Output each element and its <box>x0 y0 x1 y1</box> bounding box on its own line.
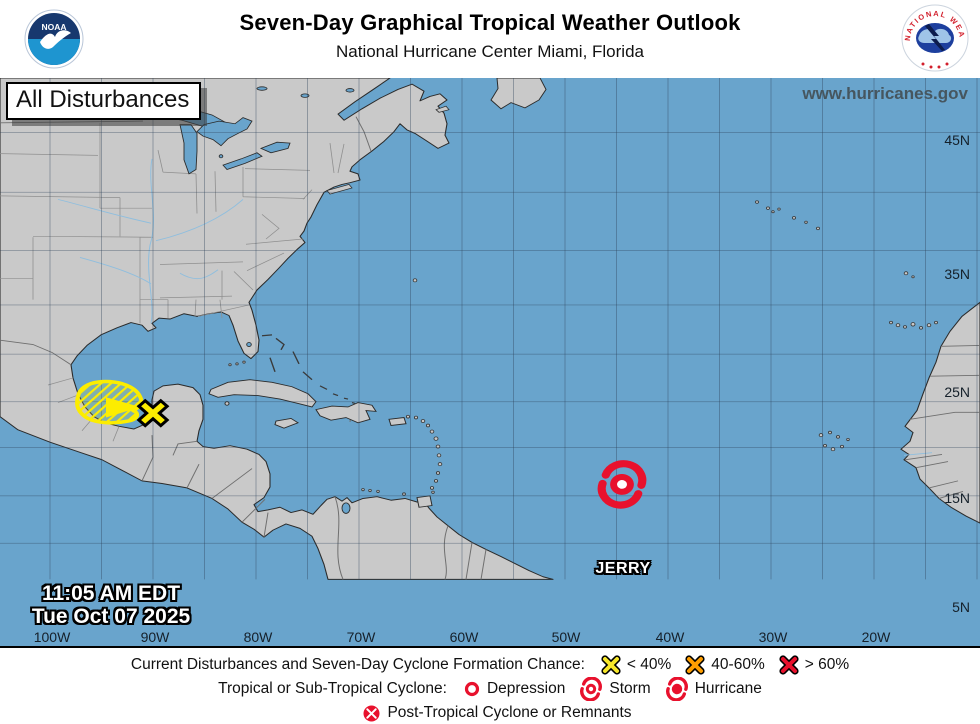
rivers <box>57 158 933 456</box>
hurricane-icon <box>665 677 688 701</box>
storm-icon <box>580 677 603 701</box>
lat-label-45n: 45N <box>944 132 970 148</box>
storm-name-label: JERRY <box>595 560 651 577</box>
legend-item-storm: Storm <box>579 677 651 701</box>
legend-item-label: Post-Tropical Cyclone or Remnants <box>387 704 632 721</box>
lat-label-15n: 15N <box>944 490 970 506</box>
view-mode-text: All Disturbances <box>16 86 190 113</box>
view-mode-label[interactable]: All Disturbances <box>6 82 202 120</box>
legend: Current Disturbances and Seven-Day Cyclo… <box>0 650 980 724</box>
header: NOAA Seven-Day Graphical Tropical Weathe… <box>0 0 980 78</box>
legend-item-label: Hurricane <box>694 680 762 697</box>
legend-item-high-chance: > 60% <box>779 655 849 675</box>
lon-label-100w: 100W <box>33 629 71 645</box>
small-islands <box>228 200 938 496</box>
lat-label-5n: 5N <box>952 599 970 615</box>
atlantic-basin-map <box>0 78 980 580</box>
issuance-time: 11:05 AM EDT <box>41 582 181 605</box>
page-subtitle: National Hurricane Center Miami, Florida <box>335 42 644 61</box>
legend-item-hurricane: Hurricane <box>665 677 762 701</box>
legend-item-post-tropical: Post-Tropical Cyclone or Remnants <box>362 704 632 723</box>
lon-label-90w: 90W <box>140 629 170 645</box>
legend-row-post-tropical: Post-Tropical Cyclone or Remnants <box>0 701 980 724</box>
outlook-map[interactable]: All Disturbances www.hurricanes.gov 45N … <box>0 78 980 648</box>
storm-icon-jerry[interactable] <box>597 459 647 509</box>
state-borders <box>0 122 345 442</box>
page-title: Seven-Day Graphical Tropical Weather Out… <box>239 10 741 35</box>
landmass-africa <box>900 301 980 524</box>
legend-line2-label: Tropical or Sub-Tropical Cyclone: <box>218 680 447 697</box>
lat-label-25n: 25N <box>944 384 970 400</box>
lat-label-35n: 35N <box>944 266 970 282</box>
lon-label-70w: 70W <box>346 629 376 645</box>
lon-label-30w: 30W <box>758 629 788 645</box>
lon-label-40w: 40W <box>655 629 685 645</box>
x-low-chance-icon[interactable] <box>131 394 175 433</box>
legend-item-label: > 60% <box>804 656 850 673</box>
depression-icon <box>464 681 480 697</box>
legend-item-label: Depression <box>486 680 566 697</box>
lon-label-20w: 20W <box>861 629 891 645</box>
islands <box>208 379 433 508</box>
x-low-chance-icon <box>601 655 621 675</box>
landmass-americas <box>0 78 554 580</box>
svg-text:NOAA: NOAA <box>41 22 66 32</box>
hatched-low-chance-area[interactable] <box>75 379 144 425</box>
post-tropical-icon <box>363 705 380 721</box>
bahamas <box>261 334 356 405</box>
legend-row-formation-chance: Current Disturbances and Seven-Day Cyclo… <box>0 653 980 677</box>
noaa-logo: NOAA <box>24 9 84 69</box>
legend-item-label: Storm <box>609 680 651 697</box>
legend-item-depression: Depression <box>463 680 565 698</box>
legend-item-medium-chance: 40-60% <box>685 655 765 675</box>
legend-row-cyclone-types: Tropical or Sub-Tropical Cyclone: Depres… <box>0 677 980 701</box>
legend-item-low-chance: < 40% <box>601 655 671 675</box>
x-high-chance-icon <box>779 655 799 675</box>
issuance-date: Tue Oct 07 2025 <box>31 604 191 628</box>
lon-label-50w: 50W <box>551 629 581 645</box>
legend-item-label: 40-60% <box>711 656 765 673</box>
legend-item-label: < 40% <box>626 656 672 673</box>
legend-line1-label: Current Disturbances and Seven-Day Cyclo… <box>130 656 585 673</box>
lon-label-80w: 80W <box>243 629 273 645</box>
issuance-timestamp: 11:05 AM EDT Tue Oct 07 2025 <box>16 582 206 628</box>
x-medium-chance-icon <box>685 655 705 675</box>
graticule <box>0 78 980 580</box>
website-watermark: www.hurricanes.gov <box>802 84 968 103</box>
nws-logo: NATIONAL WEATHER SERVICE <box>901 4 969 72</box>
lon-label-60w: 60W <box>449 629 479 645</box>
